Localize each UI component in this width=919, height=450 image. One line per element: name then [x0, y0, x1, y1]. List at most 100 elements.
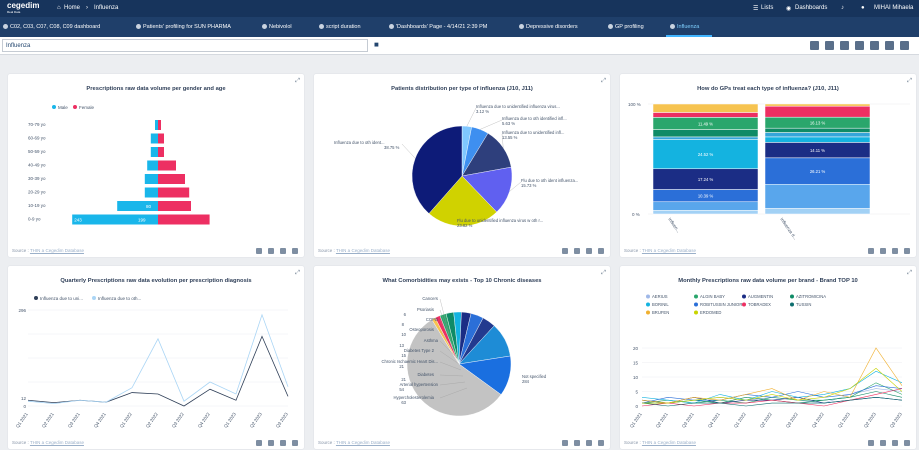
more-icon[interactable]	[904, 440, 910, 446]
tab-c02-dashboard[interactable]: C02, C03, C07, C08, C09 dashboard	[3, 24, 100, 30]
tab-icon	[319, 24, 324, 29]
fullscreen-icon[interactable]: ⤢	[907, 270, 912, 276]
stack-segment	[764, 105, 871, 118]
brand-line	[642, 367, 903, 404]
leader-line	[439, 319, 454, 347]
more-icon[interactable]	[292, 248, 298, 254]
pencil-icon[interactable]	[562, 248, 568, 254]
tab-depressive-disorders[interactable]: Depressive disorders	[519, 24, 578, 30]
dashboards-icon[interactable]: ◉	[786, 6, 792, 12]
more-icon[interactable]	[598, 248, 604, 254]
fullscreen-icon[interactable]: ⤢	[295, 78, 300, 84]
link-icon[interactable]	[900, 41, 909, 50]
bell-icon[interactable]: ♪	[841, 5, 844, 11]
legend-label: BORINIL	[652, 302, 669, 307]
stack-segment	[764, 127, 871, 133]
segment-label: 16.13 %	[810, 121, 826, 126]
legend-dot	[742, 294, 746, 299]
dashboards-link[interactable]: Dashboards	[795, 5, 828, 11]
segment-label: 17.24 %	[698, 177, 714, 182]
menu-icon[interactable]: ☰	[753, 6, 759, 12]
stack-segment	[652, 136, 759, 140]
leader-line	[439, 374, 464, 377]
table-icon[interactable]	[880, 440, 886, 446]
comorbidity-value: 8	[402, 322, 405, 327]
y-tick: 15	[633, 361, 639, 366]
comorbidity-label: Diabetes	[417, 372, 434, 377]
tab-script-duration[interactable]: script duration	[319, 24, 361, 30]
export-icon[interactable]	[586, 440, 592, 446]
bar-male	[147, 160, 158, 171]
age-label: 0-9 yo	[28, 217, 41, 222]
edit-icon[interactable]	[810, 41, 819, 50]
tab-influenza[interactable]: Influenza	[670, 24, 699, 30]
legend-dot	[694, 310, 698, 315]
export-icon[interactable]	[892, 248, 898, 254]
export-icon[interactable]	[280, 440, 286, 446]
comorbidity-value: 54	[399, 387, 404, 392]
breadcrumb-home[interactable]: Home	[64, 5, 81, 11]
comorbidity-value: 6	[404, 312, 407, 317]
user-avatar-icon[interactable]: ●	[861, 5, 865, 11]
pencil-icon[interactable]	[868, 440, 874, 446]
duplicate-icon[interactable]	[855, 41, 864, 50]
delete-icon[interactable]	[825, 41, 834, 50]
fullscreen-icon[interactable]: ⤢	[907, 78, 912, 84]
fullscreen-icon[interactable]: ⤢	[295, 270, 300, 276]
pie-chart: Influenza due to unidentified influenza …	[334, 104, 578, 228]
save-icon[interactable]: ■	[374, 40, 379, 49]
y-tick: 12	[21, 396, 27, 401]
comorbidity-value: 10	[401, 332, 406, 337]
table-icon[interactable]	[268, 440, 274, 446]
table-icon[interactable]	[574, 248, 580, 254]
y-tick: 0	[635, 404, 638, 409]
more-icon[interactable]	[904, 248, 910, 254]
export-icon[interactable]	[280, 248, 286, 254]
x-tick: Q2 2021	[655, 411, 669, 428]
tab-nebivolol[interactable]: Nebivolol	[262, 24, 292, 30]
legend-label: ROBITUSSIN JUNIOR	[700, 302, 742, 307]
leader-line	[439, 361, 462, 371]
table-icon[interactable]	[880, 248, 886, 254]
home-icon[interactable]: ⌂	[57, 5, 61, 11]
fullscreen-icon[interactable]: ⤢	[601, 78, 606, 84]
source-note: Source : THIN a Cegedim Database	[624, 440, 696, 445]
line-chart: Influenza due to uni... Influenza due to …	[15, 296, 289, 429]
tab-dashboards-page[interactable]: 'Dashboards' Page - 4/14/21 2:39 PM	[389, 24, 487, 30]
export-icon[interactable]	[892, 440, 898, 446]
x-tick: Q3 2022	[171, 411, 185, 428]
source-note: Source : THIN a Cegedim Database	[12, 248, 84, 253]
pencil-icon[interactable]	[562, 440, 568, 446]
stack-segment	[652, 112, 759, 118]
tab-gp-profiling[interactable]: GP profiling	[608, 24, 644, 30]
table-icon[interactable]	[268, 248, 274, 254]
export-icon[interactable]	[586, 248, 592, 254]
table-icon[interactable]	[574, 440, 580, 446]
slice-label: Influenza due to oth ident...	[334, 140, 385, 145]
comorbidity-label: Osteoporosis	[409, 327, 434, 332]
lock-icon[interactable]	[870, 41, 879, 50]
pencil-icon[interactable]	[868, 248, 874, 254]
more-icon[interactable]	[598, 440, 604, 446]
x-tick: Q1 2023	[223, 411, 237, 428]
pencil-icon[interactable]	[256, 248, 262, 254]
grid-icon[interactable]	[885, 41, 894, 50]
user-name[interactable]: MIHAI Mihaela	[874, 5, 914, 11]
pencil-icon[interactable]	[256, 440, 262, 446]
tab-sun-pharma[interactable]: Patients' profiling for SUN PHARMA	[136, 24, 231, 30]
chart-title: Quarterly Prescriptions raw data evoluti…	[60, 278, 252, 284]
lists-link[interactable]: Lists	[761, 5, 774, 11]
more-icon[interactable]	[292, 440, 298, 446]
stack-segment	[652, 129, 759, 138]
slice-pct: 38.75 %	[384, 145, 400, 150]
leader-line	[501, 133, 504, 148]
copy-icon[interactable]	[840, 41, 849, 50]
cegedim-logo[interactable]: cegedim Real Data	[7, 1, 40, 15]
fullscreen-icon[interactable]: ⤢	[601, 270, 606, 276]
stack-segment	[652, 210, 759, 215]
slice-label: Influenza due to oth identified infl...	[502, 116, 567, 121]
age-label: 50-59 yo	[28, 149, 46, 154]
age-label: 40-49 yo	[28, 163, 46, 168]
slice-label: Influenza due to unidentified influenza …	[476, 104, 560, 109]
dashboard-name-input[interactable]: Influenza	[2, 39, 368, 52]
